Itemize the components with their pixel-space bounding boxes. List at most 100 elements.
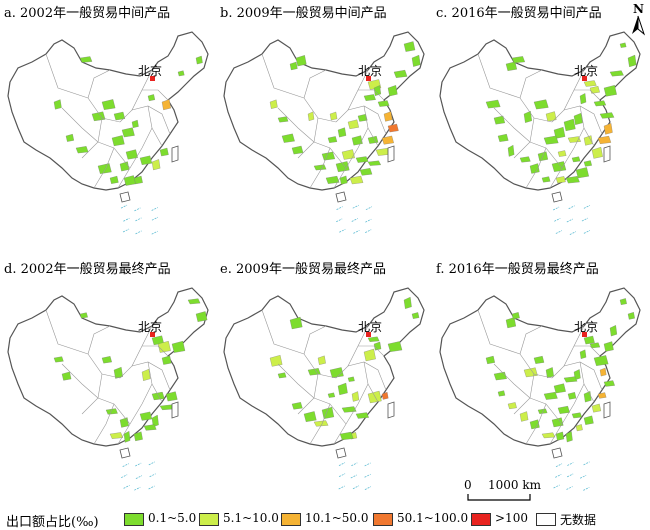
region-fill [591, 146, 603, 159]
province-boundary [574, 89, 601, 101]
legend-swatch-5 [471, 513, 491, 526]
region-fill [511, 56, 526, 64]
island [387, 401, 395, 419]
region-fill [337, 382, 348, 396]
region-fill [337, 127, 347, 138]
nine-dash-line [151, 207, 158, 211]
region-fill [277, 372, 287, 379]
map-panel-d: d. 2002年一般贸易最终产品 北京 [0, 256, 216, 508]
nine-dash-line [583, 487, 590, 491]
province-boundary [525, 403, 547, 445]
scale-zero: 0 [464, 478, 472, 492]
region-fill [583, 335, 595, 345]
region-fill [553, 126, 566, 139]
beijing-marker [582, 76, 587, 81]
region-fill [313, 164, 327, 171]
map-panel-a: a. 2002年一般贸易中间产品 北京 [0, 0, 216, 252]
province-boundary [61, 363, 99, 399]
region-fill [555, 176, 566, 184]
nine-dash-line [581, 217, 589, 222]
region-fill [61, 371, 72, 381]
nine-dash-line [134, 207, 141, 212]
province-boundary [549, 105, 585, 189]
province-boundary [358, 89, 385, 101]
province-boundary [117, 105, 153, 189]
region-fill [553, 383, 566, 394]
region-fill [139, 155, 153, 165]
region-fill [355, 412, 370, 419]
region-fill [111, 135, 125, 147]
region-fill [403, 296, 412, 309]
nine-dash-line [555, 230, 563, 234]
legend-label-3: 10.1~50.0 [305, 511, 369, 525]
region-fill [593, 100, 607, 107]
region-fill [593, 355, 609, 366]
island [171, 145, 179, 163]
island [603, 401, 611, 419]
nine-dash-line [365, 206, 373, 211]
beijing-marker [582, 332, 587, 337]
island [335, 191, 347, 203]
map-panel-c: c. 2016年一般贸易中间产品 北京 [432, 0, 648, 252]
region-fill [341, 406, 357, 413]
region-fill [359, 168, 373, 176]
city-label-beijing-b: 北京 [358, 64, 383, 78]
region-fill [381, 135, 394, 145]
region-fill [485, 99, 501, 109]
province-boundary [61, 107, 99, 143]
province-boundary [87, 69, 111, 99]
region-fill [307, 111, 315, 122]
nine-dash-line [568, 205, 575, 210]
region-fill [109, 175, 119, 184]
region-fill [493, 371, 507, 381]
province-boundary [367, 127, 379, 147]
province-boundary [519, 325, 543, 355]
region-fill [177, 70, 185, 77]
region-fill [603, 380, 615, 387]
region-fill [143, 424, 157, 431]
region-fill [187, 298, 201, 305]
region-fill [105, 408, 118, 415]
china-map-a [7, 31, 209, 235]
province-boundary [277, 363, 315, 399]
region-fill [131, 119, 139, 128]
region-fill [151, 391, 165, 401]
region-fill [53, 356, 64, 363]
region-fill [113, 111, 126, 121]
region-fill [289, 61, 298, 71]
region-fill [269, 355, 283, 367]
region-fill [327, 136, 338, 143]
region-fill [575, 424, 583, 432]
region-fill [109, 432, 124, 439]
region-fill [567, 392, 577, 400]
province-boundary [151, 383, 163, 403]
nine-dash-line [151, 216, 159, 221]
china-outline [7, 287, 209, 447]
island [551, 447, 563, 459]
region-fill [497, 390, 506, 397]
region-fill [339, 431, 354, 441]
nine-dash-line [350, 474, 357, 479]
region-fill [393, 69, 408, 78]
scale-bar: 0 1000 km [464, 478, 564, 508]
region-fill [541, 432, 556, 439]
province-boundary [358, 345, 385, 357]
region-fill [373, 85, 382, 96]
scale-value: 1000 km [488, 478, 542, 492]
region-fill [603, 341, 614, 352]
province-boundary [333, 361, 369, 445]
nine-dash-line [569, 231, 577, 235]
region-fill [619, 298, 627, 305]
city-label-beijing-d: 北京 [138, 320, 163, 334]
region-fill [289, 316, 303, 330]
legend-swatch-2 [199, 513, 219, 526]
region-fill [161, 355, 172, 365]
region-fill [79, 312, 88, 319]
nine-dash-line [554, 217, 561, 222]
region-fill [551, 417, 564, 428]
region-fill [627, 54, 637, 68]
map-panel-f: f. 2016年一般贸易最终产品 北京 [432, 256, 648, 508]
region-fill [381, 391, 389, 400]
nine-dash-line [338, 462, 346, 466]
city-label-beijing-f: 北京 [574, 320, 599, 334]
